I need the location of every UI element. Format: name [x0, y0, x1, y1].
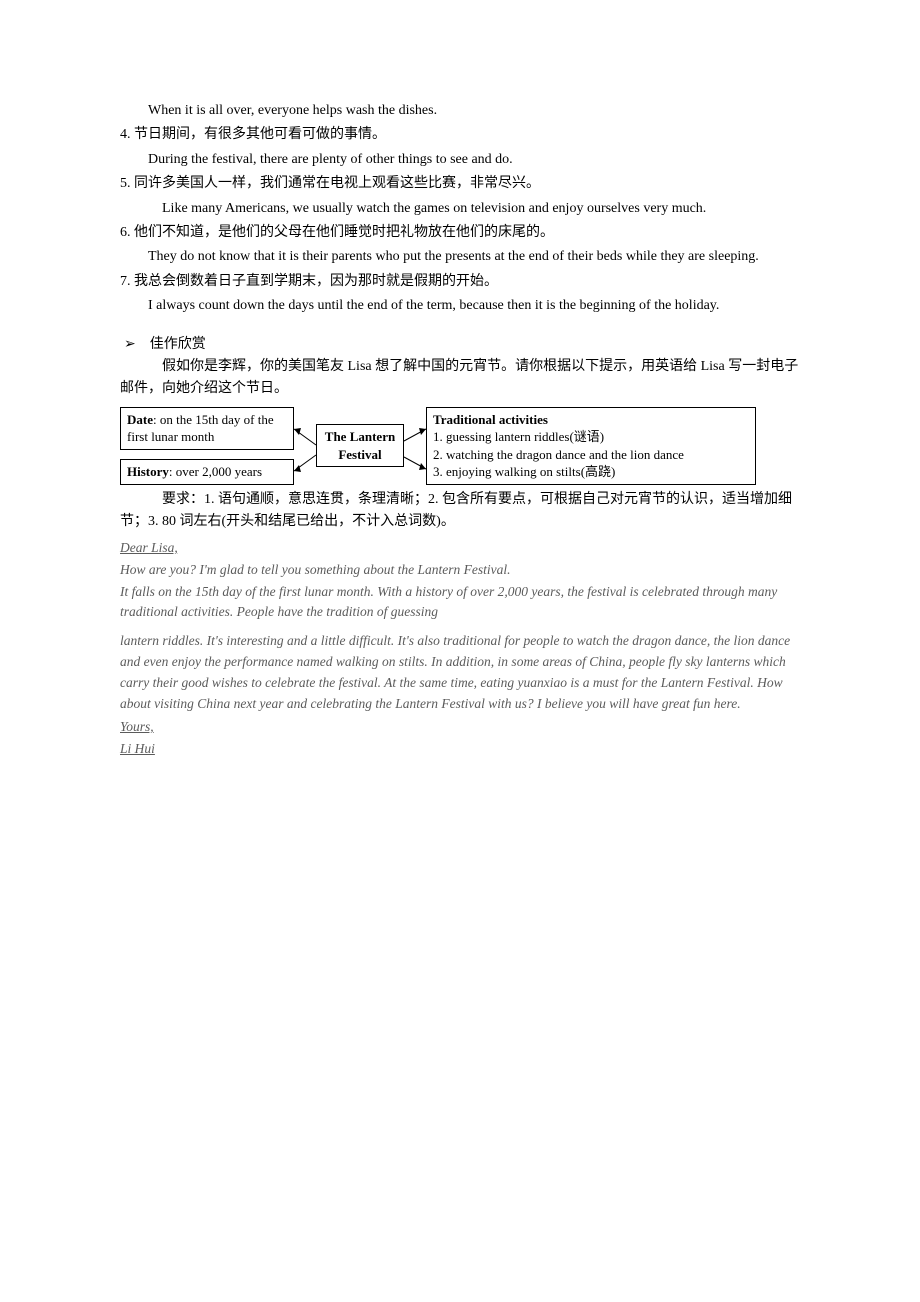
letter-closing: Yours, [120, 719, 154, 734]
activity-1: 1. guessing lantern riddles(谜语) [433, 428, 749, 446]
item-6-en: They do not know that it is their parent… [120, 246, 800, 268]
section-intro: 假如你是李辉，你的美国笔友 Lisa 想了解中国的元宵节。请你根据以下提示，用英… [120, 356, 800, 401]
item-6-zh: 6. 他们不知道，是他们的父母在他们睡觉时把礼物放在他们的床尾的。 [120, 222, 800, 244]
connector-lines [294, 407, 426, 491]
item-5-zh: 5. 同许多美国人一样，我们通常在电视上观看这些比赛，非常尽兴。 [120, 173, 800, 195]
date-label: Date [127, 412, 153, 427]
diagram-center-col: The Lantern Festival [294, 407, 426, 485]
letter-p2: It falls on the 15th day of the first lu… [120, 582, 800, 624]
item-5-en: Like many Americans, we usually watch th… [120, 198, 800, 220]
activity-3: 3. enjoying walking on stilts(高跷) [433, 463, 749, 481]
bullet-icon: ➢ [124, 334, 136, 356]
item-7-en: I always count down the days until the e… [120, 295, 800, 317]
item-4-zh: 4. 节日期间，有很多其他可看可做的事情。 [120, 124, 800, 146]
activities-box: Traditional activities 1. guessing lante… [426, 407, 756, 485]
history-text: : over 2,000 years [169, 464, 262, 479]
section-title: 佳作欣赏 [150, 334, 206, 356]
item-4-en: During the festival, there are plenty of… [120, 149, 800, 171]
diagram-right-col: Traditional activities 1. guessing lante… [426, 407, 756, 485]
history-box: History: over 2,000 years [120, 459, 294, 485]
sample-letter: Dear Lisa, How are you? I'm glad to tell… [120, 538, 800, 760]
diagram-left-col: Date: on the 15th day of the first lunar… [120, 407, 294, 485]
lantern-diagram: Date: on the 15th day of the first lunar… [120, 407, 800, 485]
item-7-zh: 7. 我总会倒数着日子直到学期末，因为那时就是假期的开始。 [120, 271, 800, 293]
letter-p1: How are you? I'm glad to tell you someth… [120, 560, 800, 581]
text-line-1: When it is all over, everyone helps wash… [120, 100, 800, 122]
history-label: History [127, 464, 169, 479]
activities-label: Traditional activities [433, 412, 548, 427]
letter-p3: lantern riddles. It's interesting and a … [120, 631, 800, 715]
letter-signature: Li Hui [120, 741, 155, 756]
date-box: Date: on the 15th day of the first lunar… [120, 407, 294, 450]
requirements: 要求：1. 语句通顺，意思连贯，条理清晰；2. 包含所有要点，可根据自己对元宵节… [120, 489, 800, 534]
letter-greeting: Dear Lisa, [120, 540, 178, 555]
section-heading: ➢ 佳作欣赏 [120, 334, 800, 356]
activity-2: 2. watching the dragon dance and the lio… [433, 446, 749, 464]
